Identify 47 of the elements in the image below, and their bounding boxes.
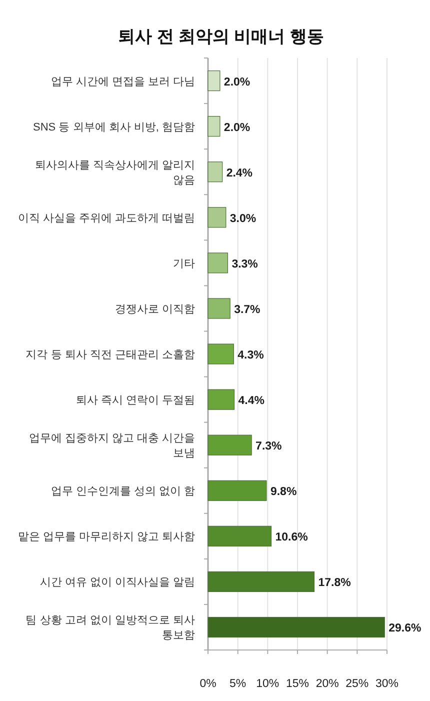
data-label: 2.0% — [224, 122, 250, 134]
bar — [208, 116, 220, 137]
x-tick-label: 15% — [286, 678, 310, 690]
y-tick-label: 이직 사실을 주위에 과도하게 떠벌림 — [18, 212, 195, 224]
y-tick-label: 퇴사 즉시 연락이 두절됨 — [76, 394, 195, 407]
y-tick-label: 맡은 업무를 마무리하지 않고 퇴사함 — [18, 531, 195, 544]
data-label: 3.7% — [234, 304, 260, 316]
x-tick-label: 20% — [316, 678, 339, 690]
bar — [208, 70, 220, 92]
data-label: 17.8% — [318, 577, 351, 590]
bar — [208, 571, 315, 592]
bar — [208, 298, 230, 319]
x-tick-label: 5% — [230, 678, 246, 690]
y-tick-label: 업무에 집중하지 않고 대충 시간을 보냄 — [28, 432, 195, 460]
data-label: 29.6% — [388, 622, 422, 635]
y-tick-label: 기타 — [173, 258, 195, 270]
data-label: 3.0% — [230, 212, 256, 225]
bar — [208, 344, 234, 364]
y-tick-label: 퇴사의사를 직속상사에게 알리지 않음 — [34, 159, 195, 186]
y-tick-label: SNS 등 외부에 회사 비방, 험담함 — [33, 121, 195, 134]
data-label: 4.3% — [238, 350, 264, 362]
bar — [208, 480, 267, 501]
data-label: 4.4% — [238, 395, 264, 408]
y-tick-label: 업무 인수인계를 성의 없이 함 — [50, 486, 195, 498]
bar — [208, 162, 223, 182]
data-label: 9.8% — [270, 486, 297, 498]
x-tick-label: 25% — [346, 678, 369, 690]
bar — [208, 526, 272, 546]
bar — [208, 389, 235, 410]
bar — [208, 616, 385, 638]
y-tick-label: 경쟁사로 이직함 — [114, 303, 195, 316]
data-label: 7.3% — [256, 440, 282, 453]
x-tick-label: 0% — [200, 678, 216, 690]
x-tick-label: 30% — [375, 678, 399, 690]
data-label: 2.4% — [226, 167, 253, 180]
bar — [208, 434, 252, 456]
data-label: 3.3% — [232, 258, 258, 270]
data-label: 2.0% — [224, 76, 250, 88]
x-tick-label: 10% — [256, 678, 280, 690]
bar — [208, 207, 226, 228]
data-label: 10.6% — [275, 532, 308, 544]
bar — [208, 252, 228, 274]
chart-title: 퇴사 전 최악의 비매너 행동 — [118, 27, 324, 46]
y-tick-label: 팀 상황 고려 없이 일방적으로 퇴사 통보함 — [26, 614, 195, 642]
y-tick-label: 업무 시간에 면접을 보러 다님 — [50, 76, 195, 88]
y-tick-label: 지각 등 퇴사 직전 근태관리 소홀함 — [26, 349, 195, 361]
y-tick-label: 시간 여유 없이 이직사실을 알림 — [40, 576, 195, 589]
